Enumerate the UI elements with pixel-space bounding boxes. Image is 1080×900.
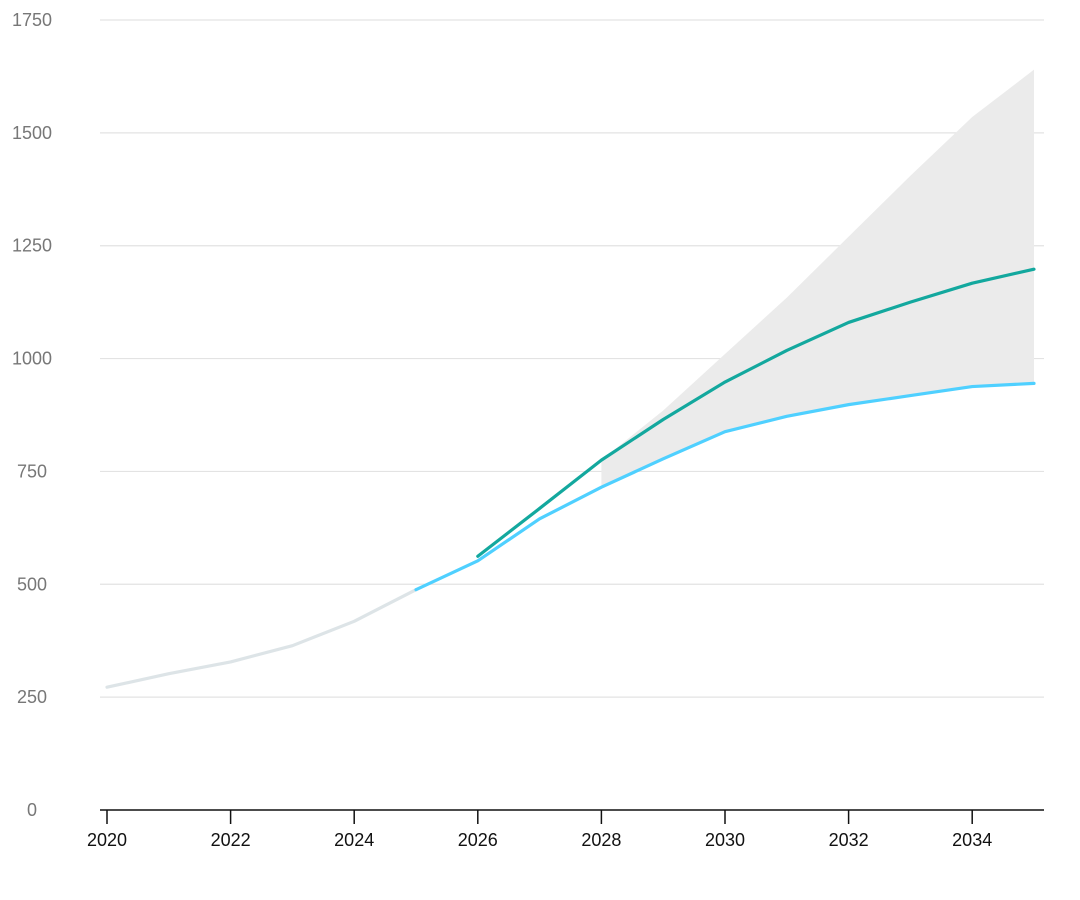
x-tick-label: 2028 [581,830,621,850]
high-projection-line [476,267,1036,558]
y-tick-label: 0 [27,800,37,820]
x-axis [100,809,1044,824]
x-tick-label: 2026 [458,830,498,850]
low-projection-line [414,381,1036,592]
series-lines [105,267,1036,689]
y-tick-label: 750 [17,461,47,481]
y-tick-label: 1000 [12,349,52,369]
y-axis-tick-labels: 0 250 500 750 1000 1250 1500 1750 [12,10,52,820]
projection-range-area [601,69,1034,488]
y-tick-label: 1500 [12,123,52,143]
historical-line [105,588,418,689]
x-tick-label: 2034 [952,830,992,850]
gridlines [100,19,1044,698]
y-tick-label: 1750 [12,10,52,30]
x-tick-label: 2022 [211,830,251,850]
y-tick-label: 250 [17,687,47,707]
x-tick-label: 2030 [705,830,745,850]
y-tick-label: 1250 [12,236,52,256]
y-tick-label: 500 [17,574,47,594]
x-axis-tick-labels: 2020 2022 2024 2026 2028 2030 2032 2034 [87,830,992,850]
x-tick-label: 2024 [334,830,374,850]
x-tick-label: 2032 [829,830,869,850]
projection-band [601,69,1034,488]
x-tick-label: 2020 [87,830,127,850]
